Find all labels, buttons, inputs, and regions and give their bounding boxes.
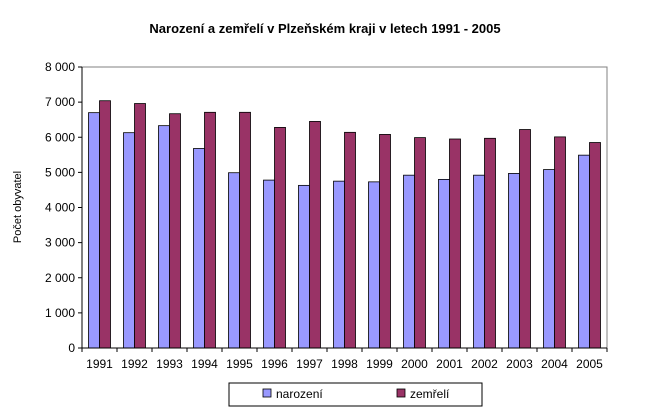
x-tick-label: 1991 [86,357,113,371]
y-tick-label: 3 000 [45,236,75,250]
y-tick-label: 8 000 [45,60,75,74]
bar-narozeni [333,180,345,349]
legend-swatch [262,388,272,398]
y-tick-label: 2 000 [45,271,75,285]
bar-zemreli [379,134,391,349]
bar-zemreli [554,136,566,349]
bar-narozeni [158,125,170,349]
bar-narozeni [508,173,520,349]
y-tick-label: 4 000 [45,201,75,215]
bar-zemreli [169,113,181,349]
x-tick-label: 2001 [436,357,463,371]
bar-narozeni [578,154,590,349]
bar-narozeni [298,184,310,349]
x-tick-label: 2003 [506,357,533,371]
bar-narozeni [263,179,275,349]
bar-narozeni [193,148,205,349]
bar-narozeni [403,174,415,349]
legend-label: narození [276,387,323,401]
bar-narozeni [228,172,240,349]
bars [88,100,601,349]
x-tick-label: 1992 [121,357,148,371]
legend: narození zemřelí [228,382,483,407]
bar-narozeni [543,169,555,349]
bar-narozeni [368,181,380,349]
x-tick-label: 1999 [366,357,393,371]
bar-zemreli [344,131,356,349]
legend-swatch [396,388,406,398]
x-tick-label: 2005 [576,357,603,371]
bar-zemreli [449,138,461,349]
chart-title: Narození a zemřelí v Plzeňském kraji v l… [149,21,500,36]
bar-zemreli [484,137,496,349]
legend-label: zemřelí [410,387,450,401]
x-tick-label: 2002 [471,357,498,371]
x-tick-label: 1993 [156,357,183,371]
x-tick-label: 1995 [226,357,253,371]
bar-narozeni [88,112,100,349]
bar-zemreli [519,129,531,349]
bar-narozeni [123,132,135,349]
y-tick-label: 1 000 [45,306,75,320]
bar-zemreli [99,100,111,349]
bar-zemreli [414,137,426,349]
y-tick-label: 7 000 [45,95,75,109]
axes: 0 1 000 2 000 3 000 4 000 5 000 6 000 7 000 8 00… [45,60,608,371]
bar-zemreli [134,103,146,349]
x-tick-label: 1998 [331,357,358,371]
bar-zemreli [309,121,321,349]
y-tick-label: 0 [68,341,75,355]
bar-narozeni [473,174,485,349]
bar-zemreli [204,111,216,349]
x-tick-label: 1996 [261,357,288,371]
y-tick-label: 5 000 [45,165,75,179]
bar-zemreli [274,127,286,349]
bar-zemreli [239,111,251,349]
y-tick-label: 6 000 [45,130,75,144]
bar-zemreli [589,142,601,349]
x-tick-label: 1997 [296,357,323,371]
x-tick-label: 1994 [191,357,218,371]
bar-narozeni [438,178,450,349]
x-tick-label: 2004 [541,357,568,371]
x-tick-label: 2000 [401,357,428,371]
legend-box [228,382,483,407]
y-axis-label: Počet obyvatel [12,171,24,243]
